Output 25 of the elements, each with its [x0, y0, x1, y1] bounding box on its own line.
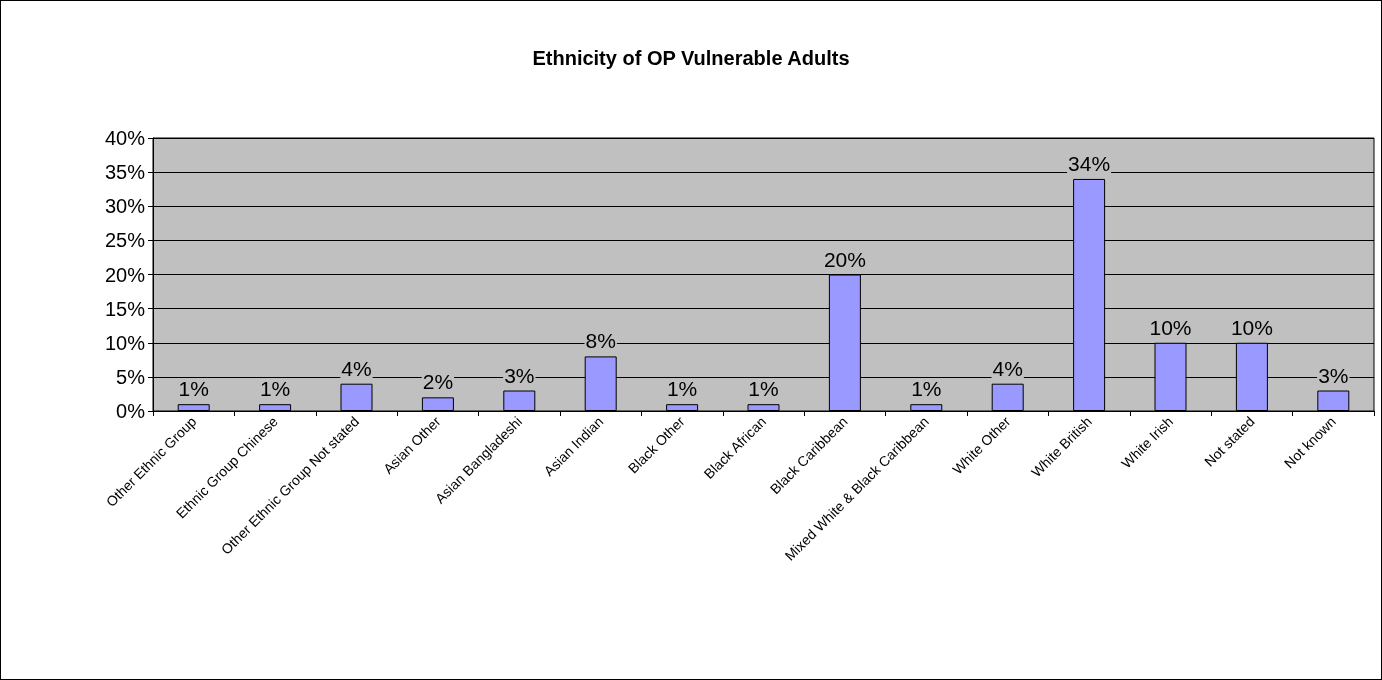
data-label: 1% — [666, 377, 698, 401]
data-label: 4% — [992, 356, 1023, 380]
chart-title: Ethnicity of OP Vulnerable Adults — [532, 47, 850, 69]
y-tick-label: 40% — [104, 127, 146, 149]
data-label: 3% — [1318, 363, 1349, 387]
data-label: 1% — [259, 377, 291, 401]
data-label: 1% — [178, 377, 209, 401]
y-tick-label: 20% — [104, 263, 146, 286]
y-tick-label: 35% — [104, 161, 146, 184]
data-label: 10% — [1149, 315, 1192, 339]
y-tick-label: 5% — [116, 365, 146, 388]
y-tick-label: 10% — [104, 331, 146, 354]
data-label: 1% — [911, 377, 942, 401]
data-label: 3% — [504, 363, 535, 387]
data-label: 4% — [341, 356, 372, 380]
data-label: 1% — [748, 377, 779, 401]
data-label: 2% — [422, 370, 454, 394]
data-label: 34% — [1068, 151, 1111, 175]
data-label: 8% — [585, 329, 616, 353]
y-tick-label: 25% — [104, 229, 146, 252]
y-tick-label: 30% — [104, 195, 146, 218]
data-label: 10% — [1230, 315, 1273, 339]
data-label: 20% — [823, 247, 866, 271]
y-tick-label: 0% — [116, 400, 146, 422]
y-tick-label: 15% — [104, 297, 146, 320]
